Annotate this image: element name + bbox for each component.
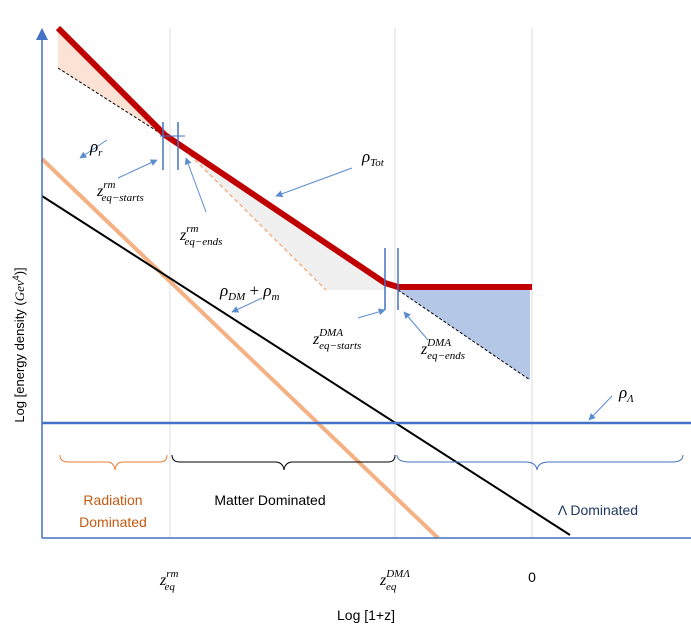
y-axis-label: Log [energy density (Gev4)] xyxy=(11,267,27,422)
radiation-era-brace xyxy=(59,454,168,471)
z-rm-ends-arrow xyxy=(184,157,207,213)
z-rm-starts-arrow xyxy=(117,159,158,179)
lambda-era-brace xyxy=(396,454,684,471)
z-rm-ends-label: zrm eq−ends xyxy=(179,223,222,248)
radiation-era-label-line1: Radiation xyxy=(83,492,142,508)
z-dma-starts-label: zDMA eq−starts xyxy=(312,327,361,352)
x-axis-label: Log [1+z] xyxy=(337,607,395,623)
radiation-extrapolation-dashed xyxy=(179,144,327,291)
rho-r-label: ρr xyxy=(89,137,103,159)
rho-dm-m-label: ρDM + ρm xyxy=(219,281,280,303)
rho-dm-m-arrow xyxy=(231,297,263,313)
z-rm-starts-label: zrm eq−starts xyxy=(96,179,144,204)
matter-density-line xyxy=(41,195,571,536)
lambda-excess-region xyxy=(398,290,530,380)
matter-late-extrapolation-dashed xyxy=(397,289,531,381)
lambda-era-label: Λ Dominated xyxy=(558,502,638,518)
rho-r-arrow xyxy=(79,139,108,159)
z-dma-starts-arrow xyxy=(357,308,386,319)
rho-lambda-arrow xyxy=(588,395,613,421)
x-tick-z-rm: zrm eq xyxy=(159,568,179,593)
rho-tot-label: ρTot xyxy=(361,147,385,169)
matter-era-label: Matter Dominated xyxy=(214,492,325,508)
radiation-era-label-line2: Dominated xyxy=(79,514,147,530)
rho-tot-arrow xyxy=(275,167,353,198)
z-dma-ends-label: zDMA eq−ends xyxy=(420,337,465,362)
rho-lambda-label: ρΛ xyxy=(618,383,634,405)
x-tick-z-dml: zDMΛ eq xyxy=(379,568,410,593)
z-dma-ends-arrow xyxy=(403,311,429,341)
matter-era-brace xyxy=(171,454,396,471)
y-axis-arrowhead xyxy=(36,28,48,40)
matter-extrapolation-dashed xyxy=(57,67,161,134)
x-tick-zero: 0 xyxy=(528,569,536,585)
radiation-density-line xyxy=(40,157,440,540)
